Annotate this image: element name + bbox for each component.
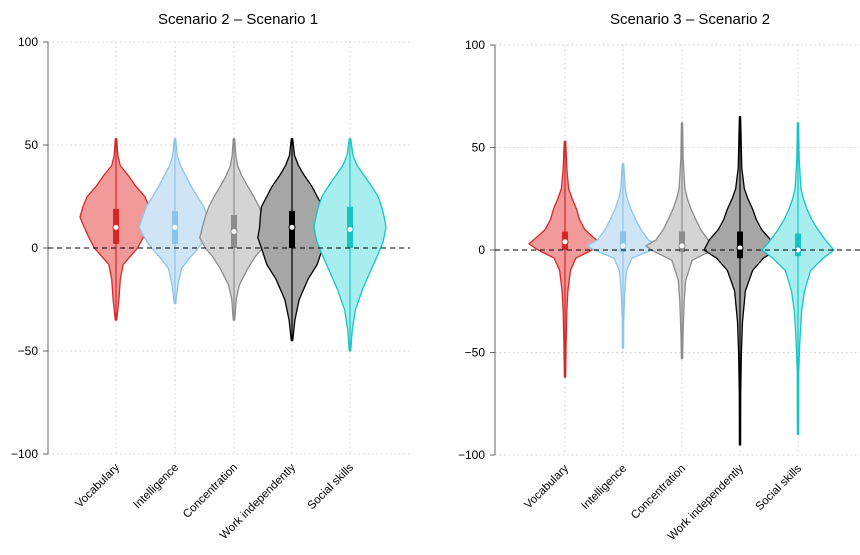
violin-median-marker <box>678 242 686 250</box>
x-category-label: Vocabulary <box>73 461 122 510</box>
violin-median-marker <box>112 223 120 231</box>
y-tick-label: −100 <box>11 447 38 461</box>
violin-median-marker <box>230 228 238 236</box>
y-tick-label: 100 <box>18 35 38 49</box>
violin-iqr-box <box>620 231 626 253</box>
violin-iqr-box <box>795 233 801 257</box>
y-tick-label: −50 <box>465 346 486 360</box>
violin-panel-left: Scenario 2 – Scenario 1 100 50 0 −50 −100 Voca… <box>11 11 410 542</box>
y-tick-label: 100 <box>465 38 485 52</box>
x-category-label: Intelligence <box>131 462 181 512</box>
y-tick-label: 50 <box>25 138 39 152</box>
x-category-label: Concentration <box>629 463 688 522</box>
x-category-label: Social skills <box>754 462 805 513</box>
chart-title: Scenario 3 – Scenario 2 <box>610 11 770 28</box>
y-tick-label: 0 <box>31 241 38 255</box>
x-category-label: Intelligence <box>579 463 629 513</box>
violin-panel-right: Scenario 3 – Scenario 2 100 50 0 −50 −100 Voca… <box>458 11 860 543</box>
y-tick-label: 0 <box>478 243 485 257</box>
chart-title: Scenario 2 – Scenario 1 <box>158 11 318 28</box>
violin-median-marker <box>288 223 296 231</box>
violin-median-marker <box>171 223 179 231</box>
violin-median-marker <box>561 238 569 246</box>
violin-median-marker <box>619 242 627 250</box>
x-category-label: Social skills <box>306 461 357 512</box>
violin-median-marker <box>736 244 744 252</box>
x-category-label: Concentration <box>181 462 240 521</box>
x-category-label: Vocabulary <box>522 462 571 511</box>
y-tick-label: −50 <box>18 344 39 358</box>
violin-median-marker <box>346 225 354 233</box>
violin-iqr-box <box>679 231 685 253</box>
y-tick-label: −100 <box>458 448 485 462</box>
y-tick-label: 50 <box>472 141 486 155</box>
